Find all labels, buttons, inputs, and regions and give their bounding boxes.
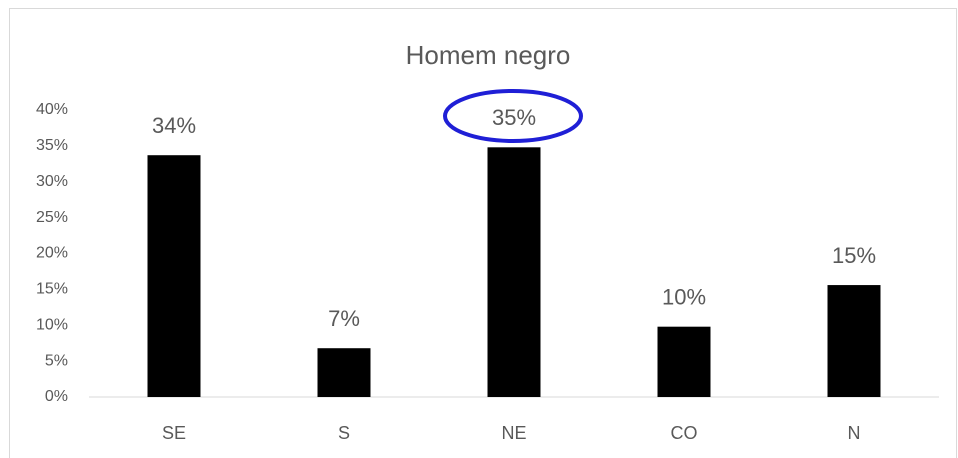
bar xyxy=(827,285,881,397)
y-tick-label: 40% xyxy=(36,101,68,118)
x-tick-label: CO xyxy=(671,423,698,443)
x-tick-label: NE xyxy=(501,423,526,443)
data-label: 15% xyxy=(832,243,876,268)
bar xyxy=(147,155,201,397)
y-tick-label: 15% xyxy=(36,281,68,298)
y-tick-label: 20% xyxy=(36,245,68,262)
y-tick-label: 5% xyxy=(45,352,68,369)
bar xyxy=(317,348,371,397)
highlight-ellipse xyxy=(443,89,583,143)
y-tick-label: 25% xyxy=(36,209,68,226)
y-tick-label: 35% xyxy=(36,137,68,154)
chart-title: Homem negro xyxy=(406,40,571,70)
x-tick-label: N xyxy=(848,423,861,443)
x-tick-label: S xyxy=(338,423,350,443)
x-tick-label: SE xyxy=(162,423,186,443)
data-label: 7% xyxy=(328,306,360,331)
data-label: 35% xyxy=(492,105,536,130)
bar xyxy=(657,326,711,397)
y-tick-label: 10% xyxy=(36,316,68,333)
bar xyxy=(487,147,541,397)
y-tick-label: 30% xyxy=(36,173,68,190)
data-label: 34% xyxy=(152,113,196,138)
y-tick-label: 0% xyxy=(45,388,68,405)
data-label: 10% xyxy=(662,284,706,309)
